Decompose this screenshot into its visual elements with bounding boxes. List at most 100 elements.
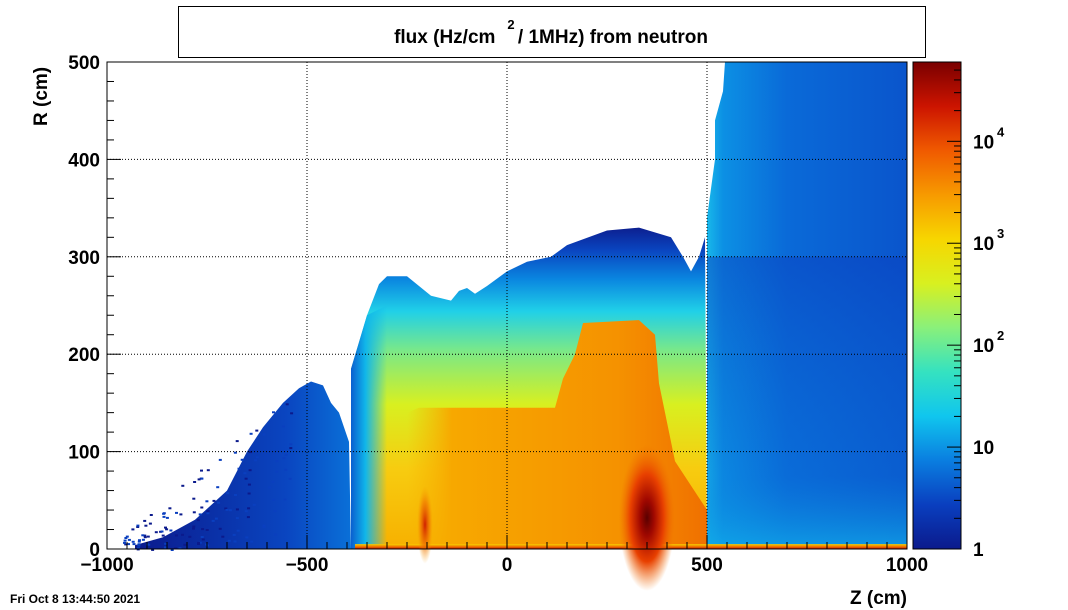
scatter-speckle [281,425,285,428]
scatter-speckle [217,501,221,504]
scatter-speckle [137,540,141,543]
scatter-speckle [124,537,128,539]
scatter-speckle [233,451,237,454]
heatmap-area [123,62,907,591]
scatter-speckle [247,492,251,495]
scatter-speckle [224,507,228,510]
scatter-speckle [170,549,174,551]
scatter-speckle [205,500,209,503]
scatter-speckle [197,541,201,544]
scatter-speckle [178,547,182,550]
scatter-speckle [282,457,286,460]
scatter-speckle [289,447,293,450]
scatter-speckle [162,512,166,515]
colorbar-tick-label: 10 [973,234,994,255]
scatter-speckle [274,533,278,536]
scatter-speckle [221,535,225,538]
y-tick-label: 100 [68,443,100,464]
x-axis: −1000 −500 0 500 1000 [80,535,928,576]
scatter-speckle [206,510,210,513]
title-rest: / 1MHz) from neutron [513,27,708,48]
scatter-speckle [165,528,169,531]
scatter-speckle [290,412,294,415]
scatter-speckle [247,483,251,486]
scatter-speckle [146,535,150,538]
scatter-speckle [225,508,229,511]
scatter-speckle [216,486,220,489]
scatter-speckle [247,507,251,510]
scatter-speckle [149,514,153,516]
colorbar [913,62,961,549]
scatter-speckle [181,533,184,536]
colorbar-tick-label: 10 [973,336,994,357]
scatter-speckle [205,529,209,531]
scatter-speckle [200,536,204,538]
scatter-speckle [136,547,140,550]
scatter-speckle [131,528,135,531]
colorbar-tick-exponent: 2 [997,328,1004,343]
x-tick-label: −1000 [80,555,133,576]
heatmap-region-barrel-edge [351,305,387,549]
scatter-speckle [143,534,147,537]
scatter-speckle [141,538,145,541]
scatter-speckle [289,443,293,446]
scatter-speckle [164,526,167,529]
x-tick-label: 0 [502,555,513,576]
scatter-speckle [181,484,185,487]
title-box [178,6,926,58]
scatter-speckle [262,524,266,527]
scatter-speckle [137,544,141,547]
scatter-speckle [214,517,218,520]
colorbar-tick-label: 1 [973,540,984,561]
scatter-speckle [141,534,145,537]
scatter-speckle [249,432,253,435]
scatter-speckle [212,499,216,502]
colorbar-tick-exponent: 3 [997,226,1004,241]
scatter-speckle [200,477,204,480]
scatter-speckle [206,469,210,472]
x-tick-label: 1000 [886,555,928,576]
heatmap-scatter-speckles [123,403,294,551]
scatter-speckle [273,510,277,513]
scatter-speckle [154,531,158,534]
scatter-speckle [125,535,129,538]
chart-title: flux (Hz/cm 2 / 1MHz) from neutron [394,17,708,48]
scatter-speckle [254,459,258,462]
colorbar-tick-exponent: 4 [997,124,1005,139]
scatter-speckle [160,530,164,533]
scatter-speckle [249,451,253,454]
scatter-speckle [136,524,140,527]
scatter-speckle [271,480,275,483]
scatter-speckle [197,478,201,481]
scatter-speckle [233,540,237,543]
title-superscript: 2 [507,17,514,32]
scatter-speckle [198,513,202,516]
scatter-speckle [127,543,130,546]
scatter-speckle [192,525,196,528]
scatter-speckle [192,511,196,514]
scatter-speckle [284,453,288,456]
scatter-speckle [228,509,232,512]
grid-lines [107,62,907,549]
scatter-speckle [234,494,237,496]
scatter-speckle [243,472,247,475]
scatter-speckle [237,467,241,470]
y-tick-label: 500 [68,53,100,74]
scatter-speckle [232,533,236,536]
scatter-speckle [179,513,183,516]
scatter-speckle [268,486,272,489]
scatter-speckle [198,541,202,544]
scatter-speckle [192,497,196,500]
scatter-speckle [175,511,178,514]
title-main: flux (Hz/cm [394,27,495,48]
scatter-speckle [283,498,287,501]
scatter-speckle [284,468,288,471]
scatter-speckle [131,540,135,543]
colorbar-frame [912,61,962,550]
scatter-speckle [168,507,172,510]
scatter-speckle [165,516,169,519]
scatter-speckle [275,460,279,463]
scatter-speckle [201,538,205,541]
scatter-speckle [272,411,275,414]
